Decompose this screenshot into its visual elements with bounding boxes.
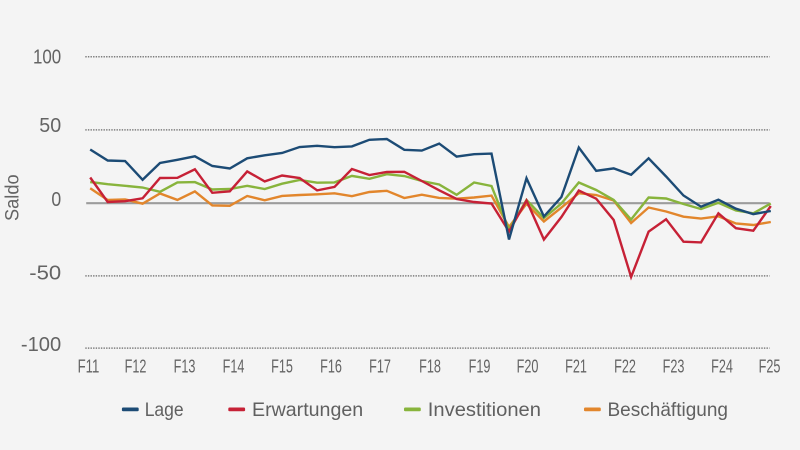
svg-text:F24: F24: [711, 355, 733, 376]
svg-text:-50: -50: [29, 263, 61, 285]
svg-text:Investitionen: Investitionen: [428, 399, 541, 421]
svg-text:50: 50: [39, 115, 61, 137]
svg-text:Lage: Lage: [145, 399, 184, 421]
svg-text:100: 100: [33, 46, 61, 68]
svg-text:F22: F22: [614, 355, 636, 376]
svg-text:F15: F15: [271, 355, 293, 376]
svg-text:F16: F16: [320, 355, 342, 376]
svg-text:F19: F19: [469, 355, 491, 376]
svg-text:F20: F20: [517, 355, 539, 376]
svg-text:F14: F14: [223, 355, 245, 376]
svg-text:F12: F12: [125, 355, 147, 376]
svg-text:F11: F11: [78, 355, 100, 376]
svg-text:Erwartungen: Erwartungen: [252, 399, 363, 421]
svg-text:F21: F21: [565, 355, 587, 376]
svg-text:Beschäftigung: Beschäftigung: [608, 399, 729, 421]
svg-text:Saldo: Saldo: [3, 174, 24, 221]
svg-text:0: 0: [51, 189, 61, 211]
svg-text:F13: F13: [174, 355, 196, 376]
svg-text:-100: -100: [21, 334, 61, 356]
svg-text:F23: F23: [663, 355, 685, 376]
svg-text:F18: F18: [419, 355, 441, 376]
svg-text:F25: F25: [759, 355, 781, 376]
svg-text:F17: F17: [369, 355, 391, 376]
